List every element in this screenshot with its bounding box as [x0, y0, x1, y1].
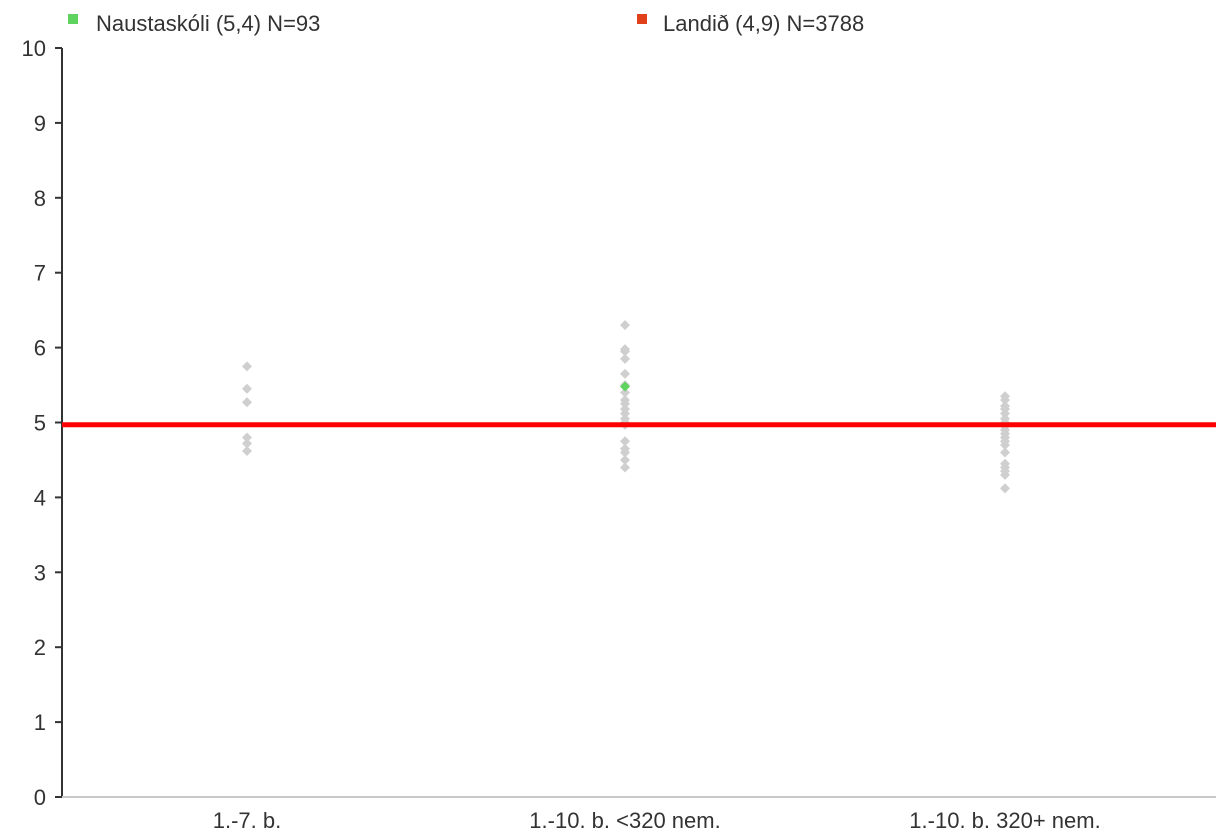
y-tick-label: 2: [34, 635, 46, 660]
school-data-point: [620, 387, 630, 398]
school-data-point: [620, 408, 630, 419]
school-data-point: [242, 383, 252, 394]
school-data-point: [242, 432, 252, 443]
y-tick-label: 10: [22, 36, 46, 61]
school-data-point: [242, 397, 252, 408]
legend-swatch-national: [637, 14, 647, 24]
school-data-point: [1000, 395, 1010, 406]
y-tick-label: 1: [34, 710, 46, 735]
legend-swatch-school: [68, 14, 78, 24]
y-axis-ticks: 0 1 2 3 4 5 6 7 8 9 10: [22, 36, 62, 810]
x-axis-labels: 1.-7. b. 1.-10. b. <320 nem. 1.-10. b. 320…: [213, 808, 1101, 833]
x-category-label: 1.-7. b.: [213, 808, 281, 833]
y-tick-label: 3: [34, 560, 46, 585]
school-data-point: [1000, 447, 1010, 458]
school-data-point: [620, 436, 630, 447]
school-data-point: [620, 447, 630, 458]
school-data-point: [1000, 483, 1010, 494]
legend-label-national: Landið (4,9) N=3788: [663, 11, 864, 36]
school-data-point: [1000, 469, 1010, 480]
y-tick-label: 8: [34, 186, 46, 211]
x-category-label: 1.-10. b. <320 nem.: [529, 808, 720, 833]
school-data-point: [620, 398, 630, 409]
school-data-point: [1000, 408, 1010, 419]
highlight-points: [620, 381, 630, 392]
x-axis: 1.-7. b. 1.-10. b. <320 nem. 1.-10. b. 320…: [62, 796, 1216, 833]
highlighted-school-point: [620, 381, 630, 392]
school-data-point: [242, 361, 252, 372]
school-data-point: [620, 462, 630, 473]
y-tick-label: 9: [34, 111, 46, 136]
school-data-point: [242, 438, 252, 449]
y-tick-label: 4: [34, 485, 46, 510]
school-data-point: [620, 353, 630, 364]
school-data-point: [620, 346, 630, 357]
school-data-point: [620, 368, 630, 379]
legend-label-school: Naustaskóli (5,4) N=93: [96, 11, 320, 36]
x-category-label: 1.-10. b. 320+ nem.: [909, 808, 1100, 833]
legend-item-national: Landið (4,9) N=3788: [637, 11, 864, 36]
y-tick-label: 5: [34, 411, 46, 436]
legend: Naustaskóli (5,4) N=93 Landið (4,9) N=37…: [68, 11, 864, 36]
data-points: [242, 320, 1010, 494]
y-tick-label: 7: [34, 261, 46, 286]
y-tick-label: 0: [34, 785, 46, 810]
y-tick-label: 6: [34, 336, 46, 361]
school-data-point: [620, 454, 630, 465]
y-axis: 0 1 2 3 4 5 6 7 8 9 10: [22, 36, 63, 810]
legend-item-school: Naustaskóli (5,4) N=93: [68, 11, 320, 36]
school-data-point: [242, 445, 252, 456]
school-data-point: [620, 320, 630, 331]
school-data-point: [1000, 439, 1010, 450]
